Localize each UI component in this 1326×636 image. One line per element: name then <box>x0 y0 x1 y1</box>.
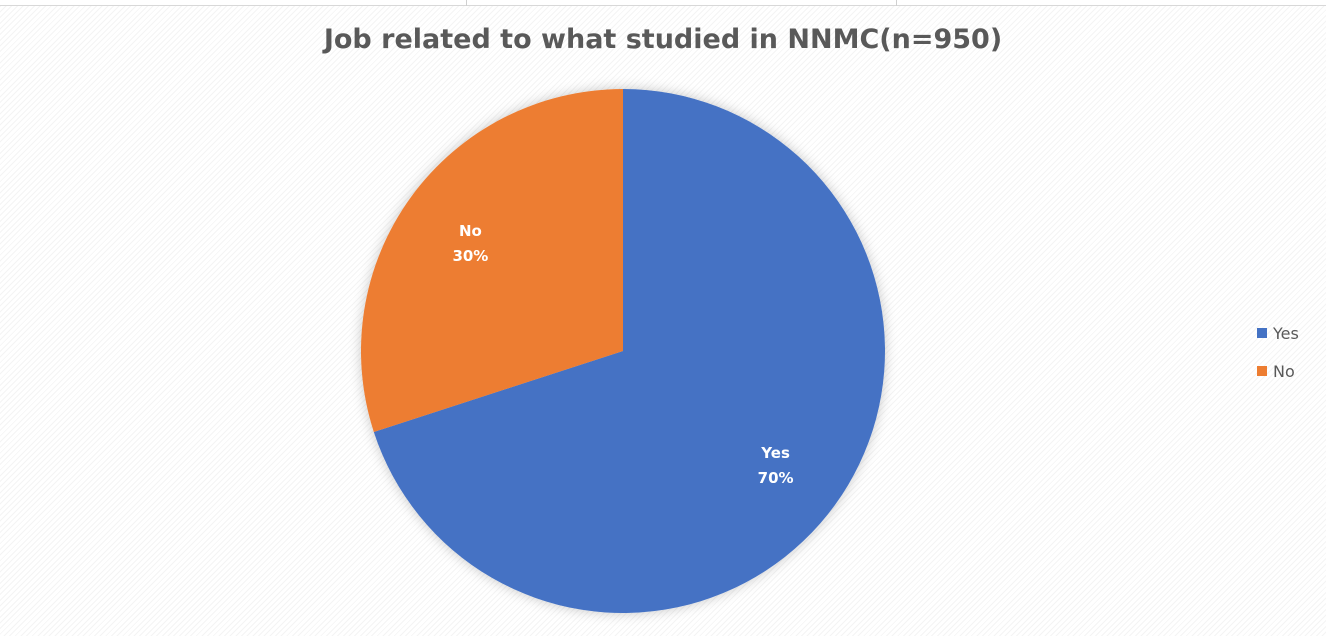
pie-slice-yes[interactable] <box>373 89 885 613</box>
legend-label-yes: Yes <box>1273 323 1299 343</box>
legend-label-no: No <box>1273 361 1295 381</box>
pie-slice-no[interactable] <box>360 89 623 432</box>
legend-swatch-no <box>1257 366 1267 376</box>
slice-label-yes: Yes 70% <box>758 444 794 487</box>
slice-percent-no: 30% <box>452 247 488 265</box>
slice-category-no: No <box>459 222 482 240</box>
top-divider <box>466 0 467 6</box>
legend-item-yes[interactable]: Yes <box>1257 320 1299 346</box>
legend-item-no[interactable]: No <box>1257 358 1299 384</box>
top-divider <box>896 0 897 6</box>
chart-top-border <box>0 0 1326 6</box>
chart-title: Job related to what studied in NNMC(n=95… <box>323 24 1003 55</box>
legend: Yes No <box>1257 320 1299 396</box>
slice-category-yes: Yes <box>760 444 790 462</box>
legend-swatch-yes <box>1257 328 1267 338</box>
slice-label-no: No 30% <box>452 222 488 265</box>
slice-percent-yes: 70% <box>758 469 794 487</box>
